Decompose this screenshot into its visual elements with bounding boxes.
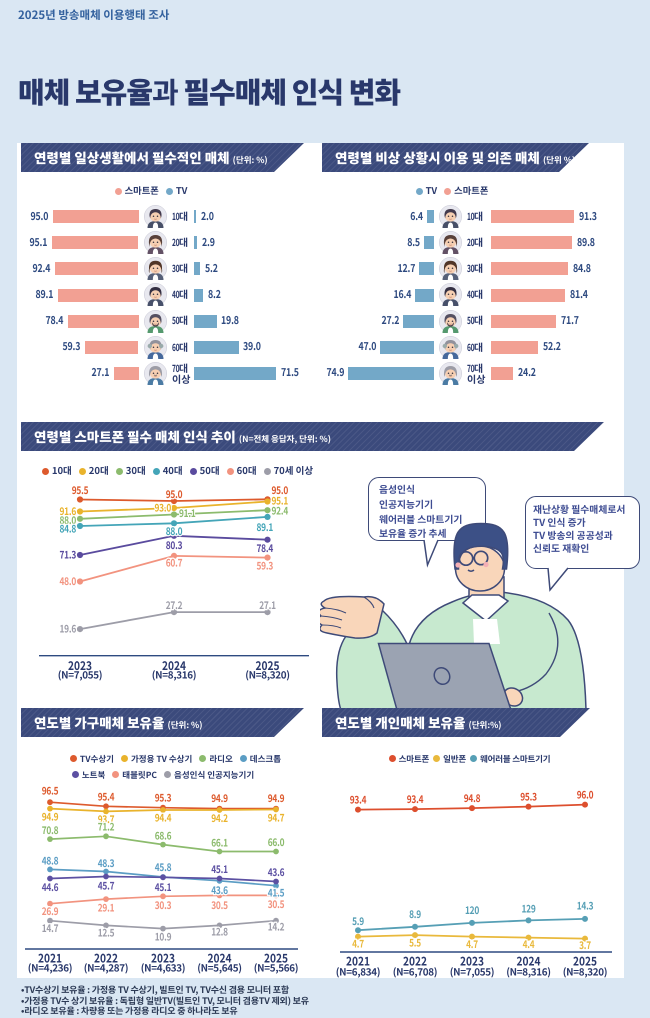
- svg-text:41.5: 41.5: [268, 885, 285, 900]
- svg-text:(N=7,055): (N=7,055): [450, 964, 495, 979]
- svg-text:95.1: 95.1: [272, 493, 289, 508]
- svg-text:45.7: 45.7: [98, 879, 115, 894]
- svg-text:5.5: 5.5: [409, 935, 421, 950]
- svg-text:(N=7,055): (N=7,055): [58, 667, 103, 682]
- svg-text:5.9: 5.9: [352, 914, 364, 929]
- svg-text:(N=8,316): (N=8,316): [152, 667, 197, 682]
- svg-text:(N=5,645): (N=5,645): [197, 960, 242, 975]
- svg-text:2021: 2021: [38, 950, 62, 967]
- svg-text:4.4: 4.4: [523, 937, 535, 952]
- svg-text:45.1: 45.1: [211, 862, 228, 877]
- svg-text:(N=6,834): (N=6,834): [336, 964, 381, 979]
- svg-text:(N=4,633): (N=4,633): [141, 960, 186, 975]
- svg-text:93.4: 93.4: [350, 792, 367, 807]
- svg-text:78.4: 78.4: [257, 541, 274, 556]
- svg-text:43.6: 43.6: [268, 865, 285, 880]
- svg-text:120: 120: [465, 903, 479, 918]
- svg-text:2021: 2021: [346, 953, 370, 970]
- svg-text:14.3: 14.3: [577, 898, 594, 913]
- svg-text:30.5: 30.5: [211, 898, 228, 913]
- svg-text:95.4: 95.4: [98, 789, 115, 804]
- svg-text:2024: 2024: [517, 953, 541, 970]
- svg-text:95.0: 95.0: [166, 487, 183, 502]
- svg-text:93.7: 93.7: [98, 812, 115, 827]
- svg-text:2023: 2023: [68, 657, 92, 674]
- svg-text:(N=6,708): (N=6,708): [393, 964, 438, 979]
- svg-text:26.9: 26.9: [42, 904, 59, 919]
- svg-text:95.3: 95.3: [155, 790, 172, 805]
- svg-text:84.8: 84.8: [60, 521, 77, 536]
- svg-text:66.0: 66.0: [268, 835, 285, 850]
- svg-text:96.0: 96.0: [577, 787, 594, 802]
- svg-text:12.5: 12.5: [98, 926, 115, 941]
- svg-text:94.9: 94.9: [42, 809, 59, 824]
- svg-text:45.8: 45.8: [155, 860, 172, 875]
- svg-text:3.7: 3.7: [579, 938, 591, 953]
- svg-text:60.7: 60.7: [166, 555, 183, 570]
- svg-text:27.2: 27.2: [166, 598, 183, 613]
- svg-text:71.2: 71.2: [98, 819, 115, 834]
- svg-text:29.1: 29.1: [98, 901, 115, 916]
- svg-text:94.2: 94.2: [211, 811, 228, 826]
- svg-text:2024: 2024: [162, 657, 186, 674]
- svg-text:45.1: 45.1: [155, 880, 172, 895]
- svg-text:80.3: 80.3: [166, 538, 183, 553]
- svg-text:96.5: 96.5: [42, 783, 59, 798]
- svg-text:(N=8,316): (N=8,316): [506, 964, 551, 979]
- svg-text:92.4: 92.4: [272, 504, 289, 519]
- svg-text:27.1: 27.1: [259, 598, 276, 613]
- svg-text:89.1: 89.1: [257, 520, 274, 535]
- svg-text:93.4: 93.4: [407, 792, 424, 807]
- svg-text:(N=8,320): (N=8,320): [563, 964, 608, 979]
- svg-text:2024: 2024: [208, 950, 232, 967]
- svg-text:8.9: 8.9: [409, 907, 421, 922]
- svg-text:30.5: 30.5: [268, 897, 285, 912]
- svg-text:10.9: 10.9: [155, 929, 172, 944]
- svg-text:12.8: 12.8: [211, 925, 228, 940]
- svg-text:94.4: 94.4: [155, 810, 172, 825]
- svg-text:(N=8,320): (N=8,320): [245, 667, 290, 682]
- svg-text:2025: 2025: [573, 953, 597, 970]
- svg-text:91.1: 91.1: [179, 506, 196, 521]
- svg-text:4.7: 4.7: [352, 936, 364, 951]
- svg-text:93.0: 93.0: [155, 501, 172, 516]
- svg-text:129: 129: [521, 901, 535, 916]
- svg-text:95.5: 95.5: [72, 483, 89, 498]
- svg-text:30.3: 30.3: [155, 898, 172, 913]
- svg-text:19.6: 19.6: [60, 622, 77, 637]
- svg-text:2025: 2025: [264, 950, 288, 967]
- svg-text:94.8: 94.8: [464, 791, 481, 806]
- svg-text:(N=4,287): (N=4,287): [84, 960, 129, 975]
- svg-text:(N=4,236): (N=4,236): [28, 960, 73, 975]
- svg-text:(N=5,566): (N=5,566): [254, 960, 299, 975]
- svg-text:94.9: 94.9: [211, 791, 228, 806]
- svg-text:2022: 2022: [403, 953, 427, 970]
- svg-text:94.9: 94.9: [268, 791, 285, 806]
- svg-text:71.3: 71.3: [60, 548, 77, 563]
- svg-text:68.6: 68.6: [155, 828, 172, 843]
- svg-text:44.6: 44.6: [42, 880, 59, 895]
- svg-text:95.3: 95.3: [520, 789, 537, 804]
- svg-text:43.6: 43.6: [211, 883, 228, 898]
- svg-text:2025: 2025: [256, 657, 280, 674]
- svg-text:94.7: 94.7: [268, 810, 285, 825]
- svg-text:2022: 2022: [94, 950, 118, 967]
- svg-text:14.2: 14.2: [268, 919, 285, 934]
- svg-text:14.7: 14.7: [42, 921, 59, 936]
- svg-text:66.1: 66.1: [211, 835, 228, 850]
- svg-text:70.8: 70.8: [42, 823, 59, 838]
- svg-text:48.0: 48.0: [60, 574, 77, 589]
- svg-text:2023: 2023: [460, 953, 484, 970]
- svg-text:4.7: 4.7: [466, 937, 478, 952]
- svg-text:88.0: 88.0: [166, 524, 183, 539]
- svg-text:91.6: 91.6: [60, 504, 77, 519]
- svg-text:48.8: 48.8: [42, 853, 59, 868]
- svg-text:48.3: 48.3: [98, 856, 115, 871]
- svg-text:2023: 2023: [151, 950, 175, 967]
- svg-text:88.0: 88.0: [60, 513, 77, 528]
- svg-text:59.3: 59.3: [257, 559, 274, 574]
- svg-text:95.0: 95.0: [272, 483, 289, 498]
